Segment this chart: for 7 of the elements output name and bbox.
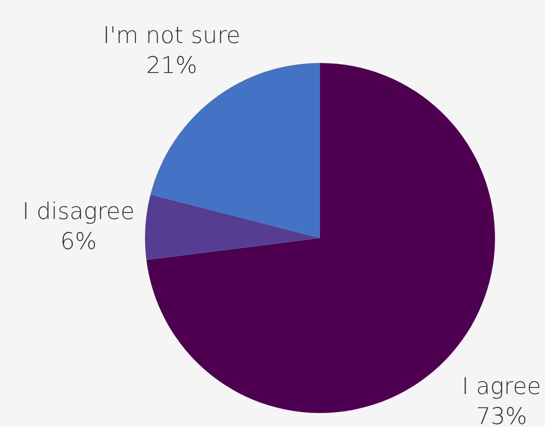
pie-slice bbox=[145, 194, 320, 260]
data-label: 73% bbox=[476, 404, 528, 427]
data-label: 6% bbox=[60, 228, 97, 255]
data-label: 21% bbox=[146, 52, 198, 79]
slice-label: I agree bbox=[462, 374, 542, 400]
slice-label: I disagree bbox=[22, 198, 135, 225]
slice-label: I'm not sure bbox=[102, 22, 240, 49]
